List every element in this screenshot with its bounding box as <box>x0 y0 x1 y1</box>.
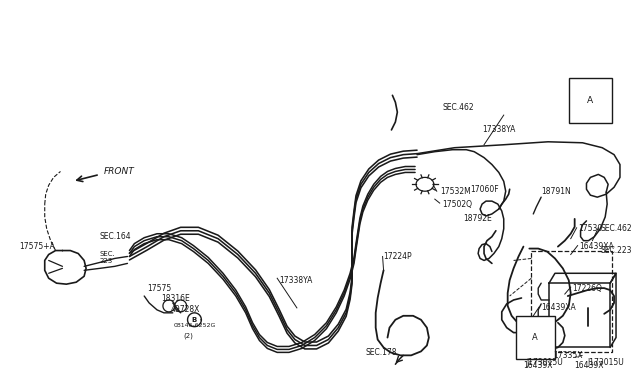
Text: 18316E: 18316E <box>161 294 189 302</box>
Text: J173015U: J173015U <box>526 358 563 367</box>
Text: 16439XA: 16439XA <box>541 304 576 312</box>
Text: J173015U: J173015U <box>588 358 624 367</box>
Text: A: A <box>588 96 593 105</box>
Text: SEC.462: SEC.462 <box>600 224 632 233</box>
Text: 17338YA: 17338YA <box>279 276 312 285</box>
Text: 16439XA: 16439XA <box>580 242 614 251</box>
Text: 18792E: 18792E <box>463 214 492 224</box>
Text: 17060F: 17060F <box>470 185 499 194</box>
Text: 17575+A: 17575+A <box>19 242 55 251</box>
Text: 17575: 17575 <box>147 283 172 293</box>
Text: A: A <box>532 333 538 342</box>
Text: 18791N: 18791N <box>541 187 571 196</box>
Text: SEC.223: SEC.223 <box>600 246 632 255</box>
Text: SEC.164: SEC.164 <box>100 232 131 241</box>
Text: 17338YA: 17338YA <box>482 125 515 134</box>
Text: 17226Q: 17226Q <box>573 283 603 293</box>
Text: 17532M: 17532M <box>441 187 472 196</box>
Text: B: B <box>192 317 197 323</box>
Text: SEC.462: SEC.462 <box>443 103 474 112</box>
Text: 17224P: 17224P <box>383 252 412 261</box>
Text: 49728X: 49728X <box>171 305 200 314</box>
Text: 16439X: 16439X <box>575 361 604 370</box>
Text: 16439X: 16439X <box>524 361 553 370</box>
Text: 17335X: 17335X <box>553 351 582 360</box>
Text: SEC.178: SEC.178 <box>366 348 397 357</box>
Text: 08146-6252G: 08146-6252G <box>174 323 216 328</box>
Text: (2): (2) <box>184 332 193 339</box>
Bar <box>531 251 612 352</box>
Text: 17502Q: 17502Q <box>443 199 473 209</box>
Text: 17530: 17530 <box>579 224 603 233</box>
Text: SEC.
223: SEC. 223 <box>100 251 116 263</box>
Text: FRONT: FRONT <box>104 167 134 176</box>
